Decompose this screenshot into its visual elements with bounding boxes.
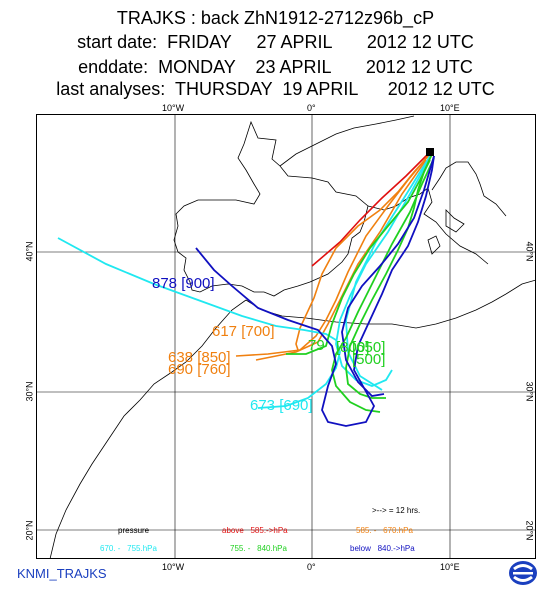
label-orange-a: 617 [700] (212, 323, 275, 340)
top-tick-10e: 10°E (440, 103, 460, 113)
graticule (36, 114, 536, 559)
trajectory-map: 878 [900] 617 [700] 638 [850] 690 [760] … (36, 114, 536, 559)
coastlines (49, 115, 536, 559)
label-green-b: [800] (336, 339, 369, 356)
legend-interval: >--> = 12 hrs. (372, 506, 421, 515)
left-tick-40n: 40°N (24, 241, 35, 262)
legend-below: below 840.->hPa (350, 544, 415, 553)
label-green-c: [650] (352, 339, 385, 356)
footer-label: KNMI_TRAJKS (17, 566, 107, 581)
left-tick-20n: 20°N (24, 520, 35, 541)
label-orange-c: 690 [760] (168, 361, 231, 378)
title-line-1: TRAJKS : back ZhN1912-2712z96b_cP (116, 8, 435, 28)
title-line-2: start date: FRIDAY 27 APRIL 2012 12 UTC (77, 32, 474, 52)
title-line-3: enddate: MONDAY 23 APRIL 2012 12 UTC (78, 57, 473, 77)
label-green-a: 79 (308, 337, 325, 354)
label-cyan-low: 673 [690] (250, 397, 313, 414)
legend-above: above 585.->hPa (222, 526, 288, 535)
bottom-tick-10w: 10°W (162, 562, 185, 572)
right-tick-30n: 30°N (524, 381, 535, 402)
trajectory-blue (195, 155, 435, 427)
left-tick-30n: 30°N (24, 381, 35, 402)
trajectory-labels: 878 [900] 617 [700] 638 [850] 690 [760] … (152, 275, 385, 414)
bottom-tick-10e: 10°E (440, 562, 460, 572)
bottom-tick-0: 0° (307, 562, 316, 572)
start-marker (426, 148, 434, 156)
title-line-4: last analyses: THURSDAY 19 APRIL 2012 12… (56, 79, 495, 99)
legend-green-range: 755. - 840.hPa (230, 544, 287, 553)
right-tick-20n: 20°N (524, 520, 535, 541)
legend-pressure: pressure (118, 526, 150, 535)
trajectory-red (311, 151, 431, 267)
trajectory-cyan (57, 153, 433, 409)
top-tick-0: 0° (307, 103, 316, 113)
knmi-logo-icon (509, 561, 537, 585)
label-green-d: [500] (352, 351, 385, 368)
label-orange-b: 638 [850] (168, 349, 231, 366)
right-tick-40n: 40°N (524, 241, 535, 262)
legend-cyan-range: 670. - 755.hPa (100, 544, 157, 553)
trajectory-green (286, 153, 435, 413)
trajectory-orange (235, 153, 431, 361)
legend-orange-range: 585. - 670.hPa (356, 526, 413, 535)
label-blue-start: 878 [900] (152, 275, 215, 292)
top-tick-10w: 10°W (162, 103, 185, 113)
map-frame (36, 114, 536, 559)
